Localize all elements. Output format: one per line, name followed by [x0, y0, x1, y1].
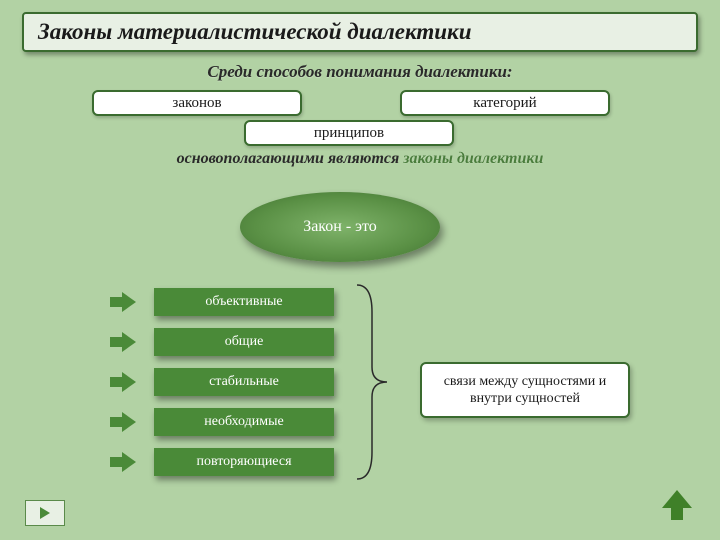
property-row: стабильные: [110, 368, 334, 396]
ellipse-label: Закон - это: [303, 218, 377, 236]
property-row: общие: [110, 328, 334, 356]
property-label: необходимые: [204, 414, 283, 430]
statement: основополагающими являются законы диалек…: [0, 150, 720, 168]
property-row: объективные: [110, 288, 334, 316]
arrow-right-icon: [110, 292, 138, 312]
method-box: категорий: [400, 90, 610, 116]
property-box: необходимые: [154, 408, 334, 436]
property-label: стабильные: [209, 374, 279, 390]
arrow-right-icon: [110, 332, 138, 352]
nav-next-button[interactable]: [25, 500, 65, 526]
arrow-right-icon: [110, 412, 138, 432]
property-label: повторяющиеся: [196, 454, 291, 470]
property-row: необходимые: [110, 408, 334, 436]
statement-plain: основополагающими являются: [177, 150, 404, 167]
property-box: повторяющиеся: [154, 448, 334, 476]
property-label: объективные: [205, 294, 282, 310]
method-label: законов: [172, 95, 221, 112]
subtitle: Среди способов понимания диалектики:: [0, 62, 720, 82]
title-text: Законы материалистической диалектики: [38, 19, 472, 45]
relations-text: связи между сущностями и внутри сущносте…: [444, 373, 607, 408]
property-label: общие: [225, 334, 264, 350]
page-title: Законы материалистической диалектики: [22, 12, 698, 52]
method-label: принципов: [314, 125, 384, 142]
method-label: категорий: [473, 95, 536, 112]
arrow-right-icon: [110, 372, 138, 392]
statement-highlight: законы диалектики: [403, 150, 543, 167]
method-box: законов: [92, 90, 302, 116]
relations-box: связи между сущностями и внутри сущносте…: [420, 362, 630, 418]
arrow-right-icon: [110, 452, 138, 472]
method-box: принципов: [244, 120, 454, 146]
nav-up-button[interactable]: [662, 490, 692, 522]
property-box: объективные: [154, 288, 334, 316]
property-box: общие: [154, 328, 334, 356]
property-row: повторяющиеся: [110, 448, 334, 476]
brace: [352, 282, 392, 482]
law-ellipse: Закон - это: [240, 192, 440, 262]
property-box: стабильные: [154, 368, 334, 396]
